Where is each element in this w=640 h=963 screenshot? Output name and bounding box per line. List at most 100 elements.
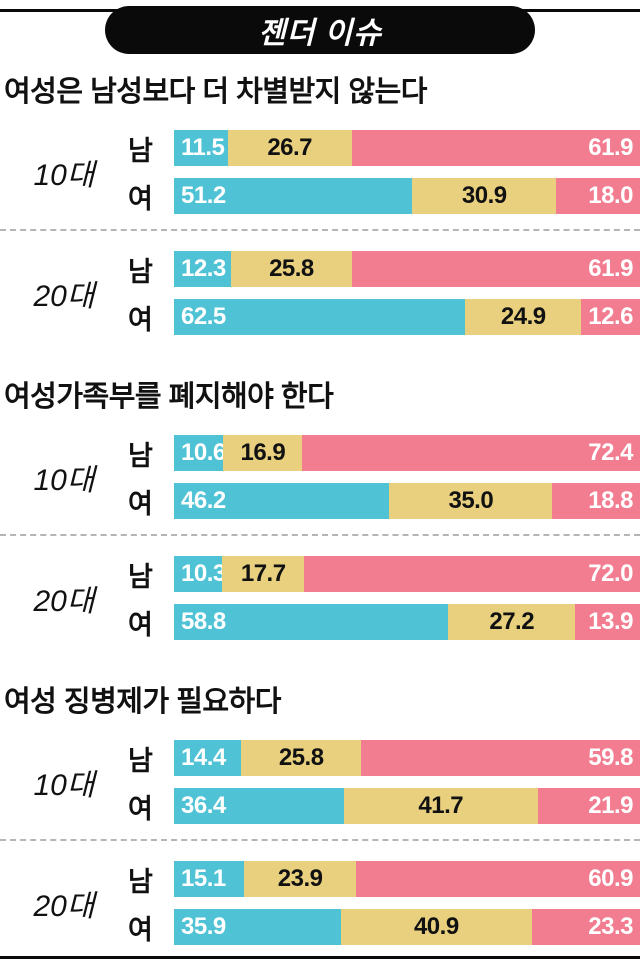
bar-segment: 13.9 [575,604,640,640]
age-group: 10대 남 11.5 26.7 61.9 여 51.2 30.9 18.0 [0,130,640,214]
bar-segment: 59.8 [361,740,640,776]
segment-value: 35.0 [448,487,494,514]
section-title: 여성가족부를 폐지해야 한다 [4,381,334,413]
bar-segment: 15.1 [174,861,245,897]
section: 여성은 남성보다 더 차별받지 않는다 10대 남 11.5 26.7 61.9 여 51.2… [0,74,640,335]
stacked-bar: 14.4 25.8 59.8 [174,740,640,776]
bar-row: 남 12.3 25.8 61.9 [128,251,640,287]
segment-value: 51.2 [181,182,226,209]
bar-rows: 남 15.1 23.9 60.9 여 35.9 40.9 23.3 [128,861,640,945]
age-label: 10대 [33,159,95,192]
age-label: 20대 [33,585,95,618]
stacked-bar: 35.9 40.9 23.3 [174,909,640,945]
segment-value: 18.8 [588,487,633,514]
bar-row: 여 62.5 24.9 12.6 [128,299,640,335]
segment-value: 41.7 [418,792,464,819]
age-label: 20대 [33,890,95,923]
bar-row: 여 58.8 27.2 13.9 [128,604,640,640]
bar-segment: 26.7 [227,130,352,166]
bar-segment: 23.3 [531,909,640,945]
gender-label: 여 [128,793,153,824]
bar-segment: 21.9 [537,788,640,824]
segment-value: 23.9 [277,865,323,892]
bar-row: 여 35.9 40.9 23.3 [128,909,640,945]
bar-segment: 25.8 [231,251,352,287]
bar-segment: 24.9 [465,299,582,335]
bar-segment: 18.0 [556,178,640,214]
bar-segment: 35.9 [174,909,342,945]
age-group: 20대 남 15.1 23.9 60.9 여 35.9 40.9 23.3 [0,861,640,945]
stacked-bar: 10.6 16.9 72.4 [174,435,640,471]
stacked-bar: 62.5 24.9 12.6 [174,299,640,335]
bottom-divider [0,956,640,959]
segment-value: 25.8 [278,744,324,771]
bar-row: 여 51.2 30.9 18.0 [128,178,640,214]
bar-segment: 12.3 [174,251,232,287]
gender-label: 여 [128,609,153,640]
stacked-bar: 12.3 25.8 61.9 [174,251,640,287]
bar-segment: 10.3 [174,556,226,592]
stacked-bar: 36.4 41.7 21.9 [174,788,640,824]
age-group: 20대 남 10.3 17.7 72.0 여 58.8 27.2 13.9 [0,556,640,640]
bar-segment: 40.9 [341,909,532,945]
bar-segment: 36.4 [174,788,344,824]
bar-row: 남 10.3 17.7 72.0 [128,556,640,592]
bar-row: 남 14.4 25.8 59.8 [128,740,640,776]
bar-segment: 41.7 [343,788,538,824]
gender-label: 남 [128,745,153,776]
bar-segment: 10.6 [174,435,226,471]
bar-row: 남 15.1 23.9 60.9 [128,861,640,897]
stacked-bar: 10.3 17.7 72.0 [174,556,640,592]
bar-rows: 남 11.5 26.7 61.9 여 51.2 30.9 18.0 [128,130,640,214]
bar-segment: 14.4 [174,740,242,776]
segment-value: 60.9 [588,865,633,892]
segment-value: 11.5 [181,134,225,161]
age-group: 20대 남 12.3 25.8 61.9 여 62.5 24.9 12.6 [0,251,640,335]
gender-label: 남 [128,256,153,287]
stacked-bar: 11.5 26.7 61.9 [174,130,640,166]
bar-segment: 16.9 [223,435,303,471]
segment-value: 12.6 [588,303,633,330]
bar-rows: 남 14.4 25.8 59.8 여 36.4 41.7 21.9 [128,740,640,824]
segment-value: 21.9 [588,792,633,819]
gender-label: 남 [128,866,153,897]
segment-value: 26.7 [267,134,313,161]
gender-label: 여 [128,914,153,945]
age-label: 20대 [33,280,95,313]
bar-segment: 17.7 [221,556,305,592]
bar-segment: 27.2 [448,604,576,640]
bar-row: 남 11.5 26.7 61.9 [128,130,640,166]
segment-value: 14.4 [181,744,226,771]
group-divider [0,534,640,536]
segment-value: 18.0 [588,182,633,209]
gender-label: 남 [128,440,153,471]
gender-label: 남 [128,135,153,166]
segment-value: 16.9 [240,439,286,466]
bar-segment: 51.2 [174,178,413,214]
segment-value: 23.3 [588,913,633,940]
group-divider [0,839,640,841]
segment-value: 25.8 [269,255,314,282]
bar-row: 남 10.6 16.9 72.4 [128,435,640,471]
segment-value: 58.8 [181,608,226,635]
section: 여성가족부를 폐지해야 한다 10대 남 10.6 16.9 72.4 여 46.2 35.0 1… [0,379,640,640]
segment-value: 62.5 [181,303,226,330]
stacked-bar: 46.2 35.0 18.8 [174,483,640,519]
header-pill: 젠더 이슈 [105,6,535,54]
segment-value: 30.9 [461,182,507,209]
age-group: 10대 남 14.4 25.8 59.8 여 36.4 41.7 21.9 [0,740,640,824]
segment-value: 36.4 [181,792,226,819]
stacked-bar: 58.8 27.2 13.9 [174,604,640,640]
segment-value: 40.9 [413,913,459,940]
bar-segment: 72.0 [304,556,640,592]
segment-value: 24.9 [500,303,546,330]
section-title: 여성 징병제가 필요하다 [4,686,281,718]
segment-value: 10.3 [181,560,226,587]
group-divider [0,229,640,231]
chart-root: 여성은 남성보다 더 차별받지 않는다 10대 남 11.5 26.7 61.9 여 51.2… [0,74,640,945]
bar-segment: 23.9 [244,861,356,897]
segment-value: 72.0 [588,560,633,587]
segment-value: 15.1 [181,865,226,892]
bar-segment: 12.6 [581,299,640,335]
